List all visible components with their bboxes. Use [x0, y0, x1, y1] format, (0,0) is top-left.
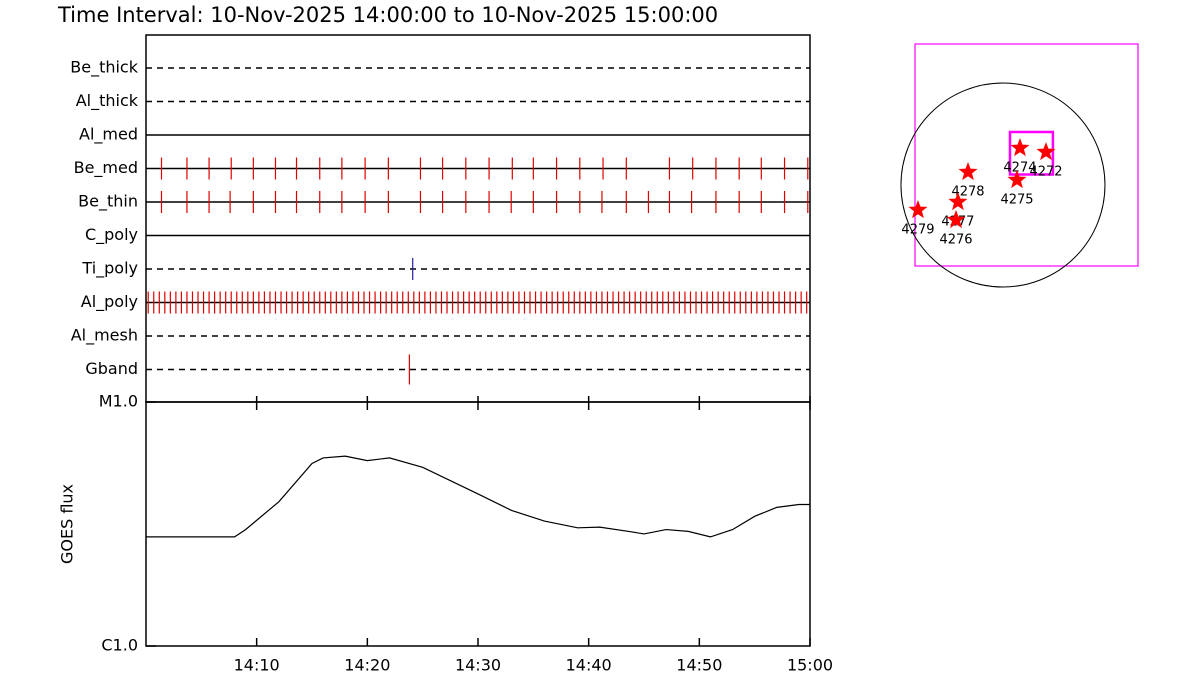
- filter-label: Be_thick: [70, 58, 138, 78]
- region-marker: [1007, 170, 1027, 189]
- region-marker: [1010, 138, 1030, 157]
- filter-label: Be_med: [74, 158, 138, 178]
- filter-label: Be_thin: [78, 192, 138, 212]
- region-marker: [908, 199, 928, 219]
- x-tick-label: 14:10: [234, 656, 280, 675]
- region-label: 4274: [1003, 161, 1036, 176]
- region-marker: [946, 209, 966, 229]
- region-marker: [958, 162, 978, 181]
- filter-label: C_poly: [85, 225, 138, 245]
- x-tick-label: 15:00: [787, 656, 833, 675]
- y-tick-label: M1.0: [99, 392, 138, 411]
- region-marker: [1036, 142, 1056, 161]
- region-label: 4275: [1000, 193, 1033, 208]
- region-label: 4279: [901, 222, 934, 237]
- x-tick-label: 14:20: [344, 656, 390, 675]
- filter-label: Al_med: [79, 125, 138, 145]
- region-label: 4276: [939, 232, 972, 247]
- x-tick-label: 14:50: [676, 656, 722, 675]
- title: Time Interval: 10-Nov-2025 14:00:00 to 1…: [57, 3, 718, 27]
- region-label: 4278: [951, 185, 984, 200]
- filter-label: Gband: [85, 359, 138, 378]
- filter-label: Ti_poly: [81, 259, 138, 279]
- y-axis-label: GOES flux: [58, 484, 77, 564]
- y-tick-label: C1.0: [101, 636, 138, 655]
- solar-limb: [900, 82, 1106, 288]
- region-marker: [948, 192, 968, 211]
- region-label: 4272: [1029, 165, 1062, 180]
- filter-label: Al_poly: [81, 292, 138, 312]
- map-frame: [914, 43, 1139, 267]
- x-tick-label: 14:40: [566, 656, 612, 675]
- field-of-view: [1008, 130, 1055, 176]
- filter-label: Al_thick: [76, 91, 139, 111]
- x-tick-label: 14:30: [455, 656, 501, 675]
- filter-label: Al_mesh: [71, 326, 138, 346]
- flux-line: [146, 455, 810, 538]
